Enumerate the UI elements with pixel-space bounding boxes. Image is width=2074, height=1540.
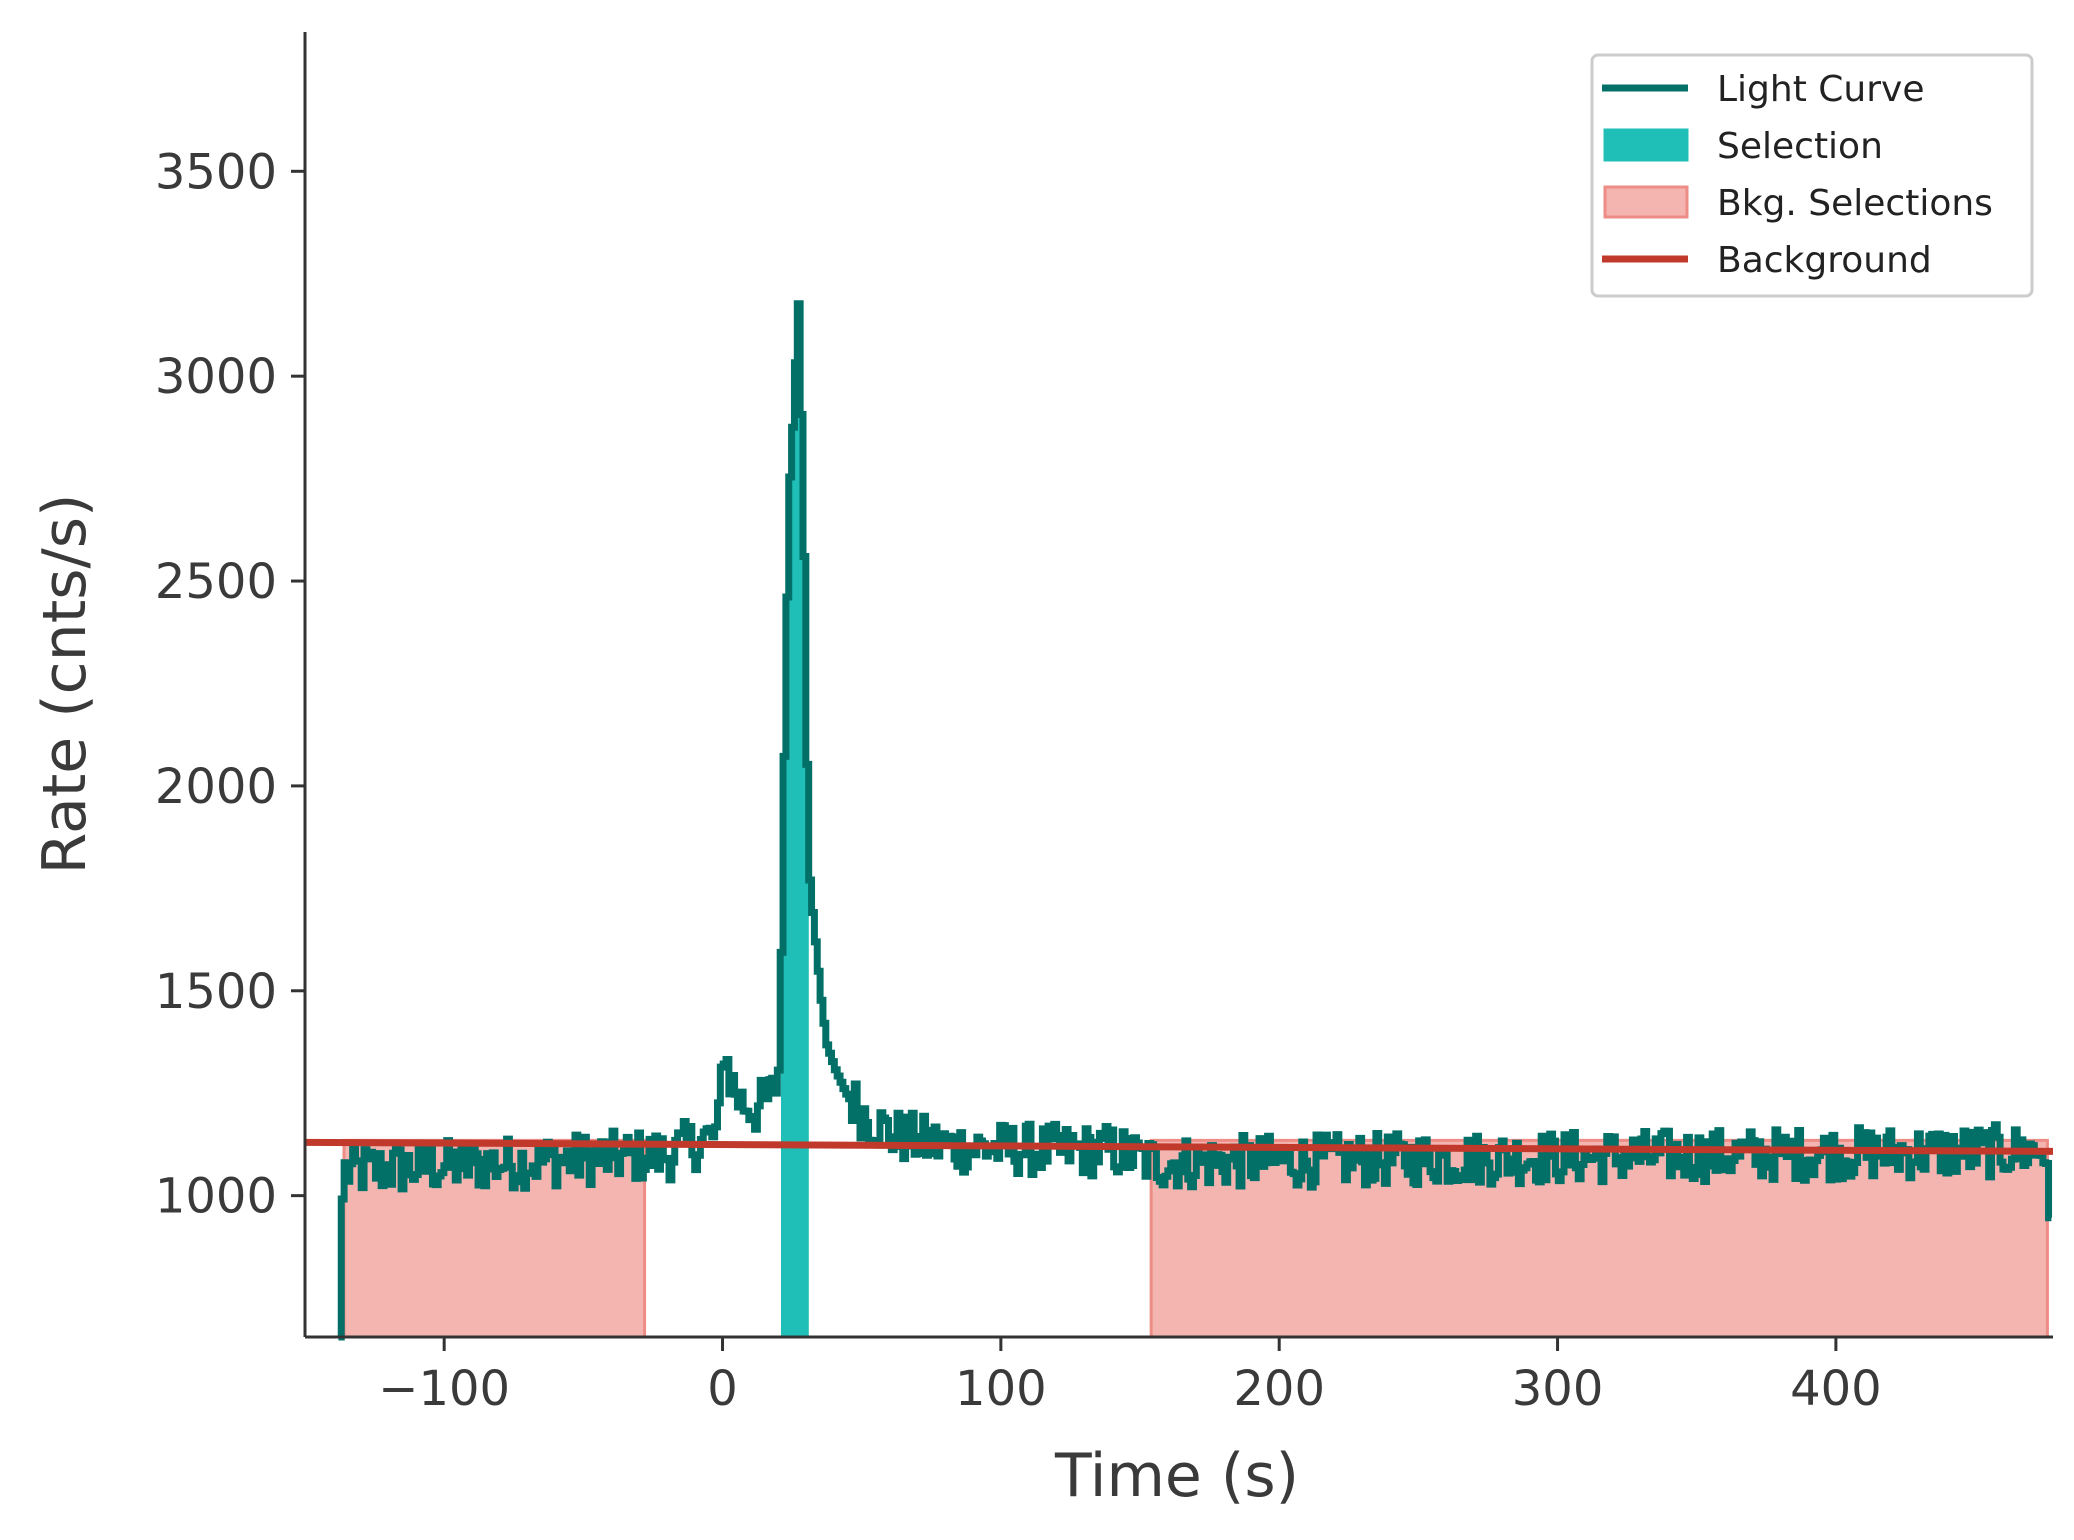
legend: Light Curve Selection Bkg. Selections Backg…	[1590, 53, 2034, 298]
y-axis-title: Rate (cnts/s)	[30, 494, 100, 875]
selection-layer	[780, 303, 809, 1338]
legend-swatch-patch	[1603, 128, 1689, 162]
x-tick-label: 200	[1233, 1361, 1325, 1417]
y-tick-label: 1000	[155, 1169, 277, 1225]
legend-label: Bkg. Selections	[1717, 183, 1993, 224]
x-tick-label: 0	[707, 1361, 738, 1417]
background-fit-layer	[304, 1138, 2054, 1155]
x-tick-label: 100	[955, 1361, 1047, 1417]
x-tick-label: 400	[1790, 1361, 1882, 1417]
x-tick-label: −100	[378, 1361, 510, 1417]
background-fit-line	[304, 1138, 2054, 1155]
y-tick-label: 2500	[155, 554, 277, 610]
axes	[303, 32, 2053, 1339]
legend-frame	[1590, 53, 2034, 298]
legend-item-bkg-selections: Bkg. Selections	[1603, 183, 1993, 224]
legend-item-light-curve: Light Curve	[1602, 69, 1925, 110]
selection-region	[780, 303, 809, 1338]
y-tick-label: 1500	[155, 964, 277, 1020]
x-axis-ticks: −100 0 100 200 300 400	[378, 1337, 1882, 1417]
legend-item-background: Background	[1602, 240, 1932, 281]
x-tick-label: 300	[1512, 1361, 1604, 1417]
y-axis-ticks: 1000 1500 2000 2500 3000 3500	[155, 144, 305, 1225]
legend-label: Selection	[1717, 126, 1883, 167]
y-tick-label: 3000	[155, 349, 277, 405]
legend-item-selection: Selection	[1603, 126, 1883, 167]
x-axis-title: Time (s)	[1054, 1441, 1299, 1511]
legend-label: Background	[1717, 240, 1932, 281]
y-tick-label: 2000	[155, 759, 277, 815]
legend-swatch-patch	[1603, 185, 1689, 219]
legend-label: Light Curve	[1717, 69, 1925, 110]
y-tick-label: 3500	[155, 144, 277, 200]
